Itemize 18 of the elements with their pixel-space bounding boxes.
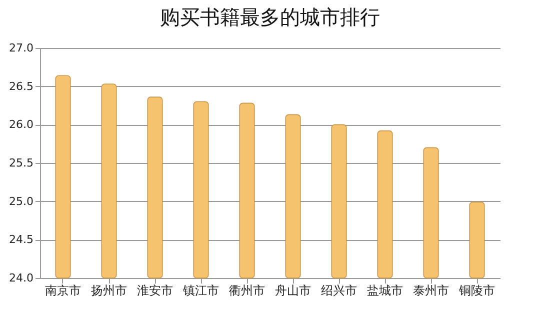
x-tick-label: 舟山市 — [275, 284, 311, 298]
y-tick-label: 25.0 — [9, 194, 34, 208]
x-tick-label: 衢州市 — [229, 284, 265, 298]
chart-title: 购买书籍最多的城市排行 — [160, 5, 380, 29]
y-tick-label: 24.0 — [9, 272, 34, 284]
x-tick-label: 铜陵市 — [458, 284, 495, 298]
x-tick-label: 绍兴市 — [321, 284, 357, 298]
y-tick-label: 25.5 — [9, 156, 34, 170]
y-tick-label: 24.5 — [9, 233, 34, 246]
x-tick-label: 淮安市 — [137, 284, 173, 298]
x-tick-label: 镇江市 — [182, 284, 219, 298]
x-tick-label: 盐城市 — [367, 284, 403, 298]
y-tick-label: 26.0 — [9, 118, 34, 132]
y-tick-label: 26.5 — [9, 80, 34, 93]
x-tick-label: 南京市 — [45, 284, 81, 298]
x-tick-label: 扬州市 — [91, 284, 127, 298]
y-tick-label: 27.0 — [9, 42, 34, 54]
x-tick-label: 泰州市 — [413, 284, 449, 298]
